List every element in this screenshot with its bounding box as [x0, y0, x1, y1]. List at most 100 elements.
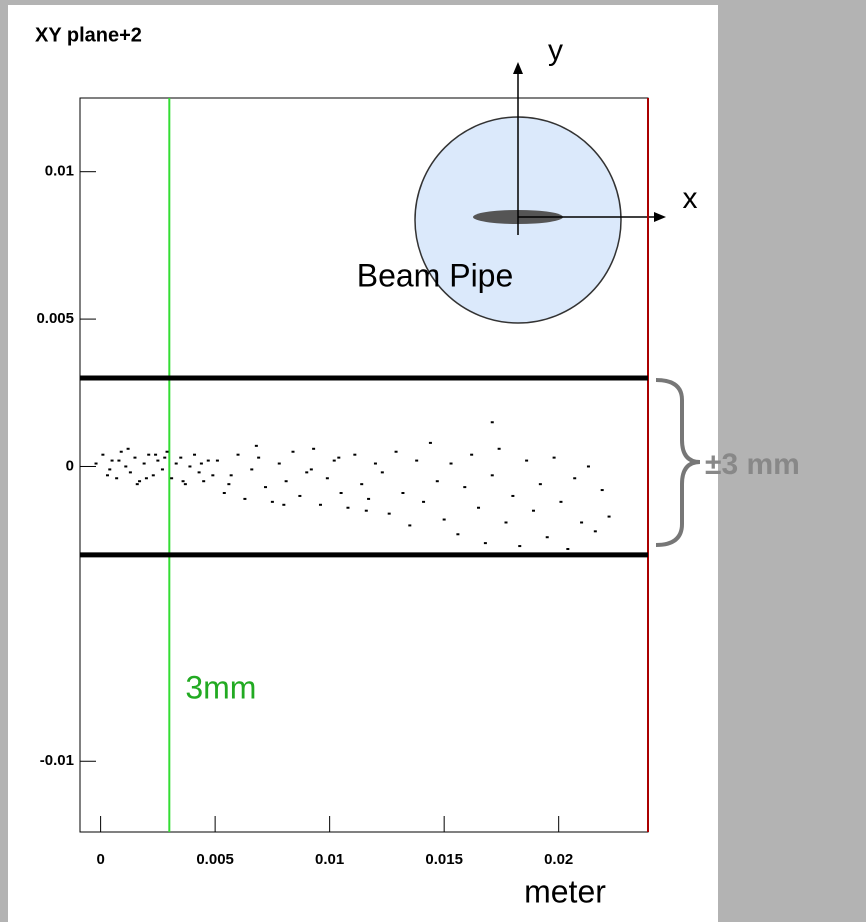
point [318, 503, 322, 506]
point [325, 477, 329, 480]
point [573, 477, 577, 480]
point [600, 489, 604, 492]
point [477, 506, 481, 509]
point [483, 542, 487, 545]
point [456, 533, 460, 536]
point [179, 456, 183, 459]
point [525, 459, 529, 462]
point [108, 468, 112, 471]
point [387, 512, 391, 515]
point [394, 450, 398, 453]
point [133, 456, 137, 459]
point [115, 477, 119, 480]
point [545, 536, 549, 539]
point [291, 450, 295, 453]
point [254, 444, 258, 447]
y-tick-label: 0.005 [36, 310, 74, 327]
point [607, 515, 611, 518]
point [309, 468, 313, 471]
point [227, 483, 231, 486]
point [559, 500, 563, 503]
point [160, 468, 164, 471]
point [339, 492, 343, 495]
point [380, 471, 384, 474]
point [126, 447, 130, 450]
x-tick-label: 0.005 [196, 851, 234, 868]
point [284, 480, 288, 483]
point [229, 474, 233, 477]
point [156, 459, 160, 462]
point [183, 483, 187, 486]
point [197, 471, 201, 474]
y-tick-label: 0 [66, 457, 74, 474]
point [277, 462, 281, 465]
point [408, 524, 412, 527]
point [270, 500, 274, 503]
point [222, 492, 226, 495]
point [298, 494, 302, 497]
point [518, 545, 522, 548]
point [511, 494, 515, 497]
point [504, 521, 508, 524]
point [538, 483, 542, 486]
point [181, 480, 185, 483]
point [117, 459, 121, 462]
point [312, 447, 316, 450]
point [346, 506, 350, 509]
point [353, 453, 357, 456]
point [373, 462, 377, 465]
point [282, 503, 286, 506]
point [442, 518, 446, 521]
arrow-head [513, 62, 523, 74]
point [463, 486, 467, 489]
x-tick-label: 0.015 [425, 851, 463, 868]
point [566, 548, 570, 551]
y-tick-label: -0.01 [40, 752, 74, 769]
arrow-head [654, 212, 666, 222]
point [151, 474, 155, 477]
point [138, 480, 142, 483]
point [154, 453, 158, 456]
point [367, 497, 371, 500]
brace [655, 378, 701, 547]
point [193, 453, 197, 456]
point [206, 459, 210, 462]
point [422, 500, 426, 503]
point [142, 462, 146, 465]
point [360, 483, 364, 486]
point [110, 459, 114, 462]
point [147, 453, 151, 456]
point [144, 477, 148, 480]
point [128, 471, 132, 474]
inset-y-label: y [548, 34, 563, 67]
point [101, 453, 105, 456]
point [593, 530, 597, 533]
inset-label: Beam Pipe [357, 257, 514, 293]
point [236, 453, 240, 456]
x-axis-label: meter [524, 873, 606, 909]
point [124, 465, 128, 468]
point [586, 465, 590, 468]
point [199, 462, 203, 465]
point [435, 480, 439, 483]
x-tick-label: 0 [96, 851, 104, 868]
point [401, 492, 405, 495]
point [490, 421, 494, 424]
point [337, 456, 341, 459]
plot-area: -0.01 0 0.005 0.01 0 0.005 0.01 0.015 0.02 3mm [36, 97, 649, 868]
point [215, 459, 219, 462]
point [119, 450, 123, 453]
point [531, 509, 535, 512]
panel [8, 5, 718, 922]
point [135, 483, 139, 486]
point [490, 474, 494, 477]
point [243, 497, 247, 500]
point [257, 456, 261, 459]
point [188, 465, 192, 468]
point [165, 450, 169, 453]
point [105, 474, 109, 477]
point [552, 456, 556, 459]
point [332, 459, 336, 462]
